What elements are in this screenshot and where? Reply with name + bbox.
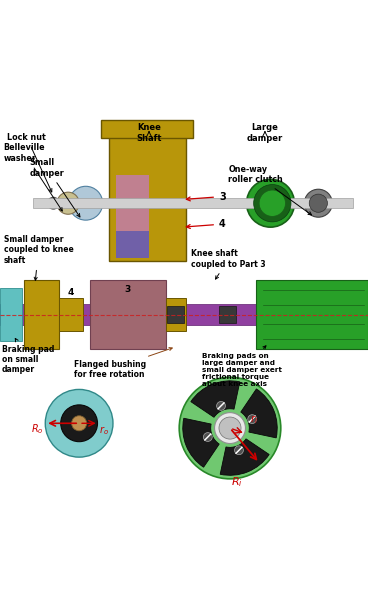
Text: $R_o$: $R_o$ (31, 422, 43, 436)
Circle shape (304, 189, 332, 217)
Text: One-way
roller clutch: One-way roller clutch (228, 165, 311, 215)
Bar (101, 119, 193, 138)
Text: Large
damper: Large damper (247, 124, 283, 143)
Bar (256, 280, 368, 349)
Bar (116, 231, 149, 257)
Circle shape (179, 377, 281, 479)
Circle shape (219, 417, 241, 439)
Bar (0, 288, 22, 341)
Text: Knee
Shaft: Knee Shaft (136, 124, 162, 143)
Text: Lock nut: Lock nut (7, 133, 52, 192)
Text: 4: 4 (186, 219, 226, 229)
Bar (116, 175, 149, 231)
Circle shape (217, 401, 226, 410)
Text: Small damper
coupled to knee
shaft: Small damper coupled to knee shaft (4, 235, 74, 280)
Wedge shape (183, 418, 219, 467)
Circle shape (69, 186, 103, 220)
Circle shape (61, 405, 98, 442)
Bar (219, 307, 236, 323)
Bar (167, 307, 184, 323)
Text: 3: 3 (186, 191, 226, 202)
Bar (109, 122, 186, 262)
Text: Small
damper: Small damper (29, 158, 80, 217)
Circle shape (259, 190, 286, 217)
Circle shape (47, 197, 59, 209)
Wedge shape (191, 381, 240, 417)
Text: 3: 3 (125, 285, 131, 294)
Text: Flanged bushing
for free rotation: Flanged bushing for free rotation (74, 347, 172, 379)
Text: Braking pad
on small
damper: Braking pad on small damper (2, 338, 54, 374)
Circle shape (254, 185, 291, 222)
Circle shape (247, 179, 294, 227)
Text: $R_i$: $R_i$ (231, 475, 243, 489)
Wedge shape (220, 439, 269, 475)
Bar (24, 280, 59, 349)
Text: $r_i$: $r_i$ (250, 413, 258, 427)
Text: Braking pads on
large damper and
small damper exert
frictional torque
about knee: Braking pads on large damper and small d… (202, 346, 282, 387)
Circle shape (45, 389, 113, 457)
Circle shape (234, 446, 243, 455)
Bar (90, 280, 166, 349)
Bar (59, 298, 83, 331)
Circle shape (72, 416, 86, 431)
Circle shape (204, 433, 212, 442)
Circle shape (215, 413, 245, 443)
Text: 4: 4 (68, 289, 74, 298)
Circle shape (248, 415, 256, 424)
Text: $r_o$: $r_o$ (99, 425, 109, 437)
Text: Knee shaft
coupled to Part 3: Knee shaft coupled to Part 3 (191, 249, 266, 279)
Text: Belleville
washer: Belleville washer (4, 143, 62, 211)
Circle shape (309, 194, 328, 212)
Bar (166, 298, 186, 331)
Circle shape (57, 192, 79, 214)
Bar (33, 198, 353, 208)
Wedge shape (241, 389, 277, 438)
Bar (0, 304, 368, 325)
